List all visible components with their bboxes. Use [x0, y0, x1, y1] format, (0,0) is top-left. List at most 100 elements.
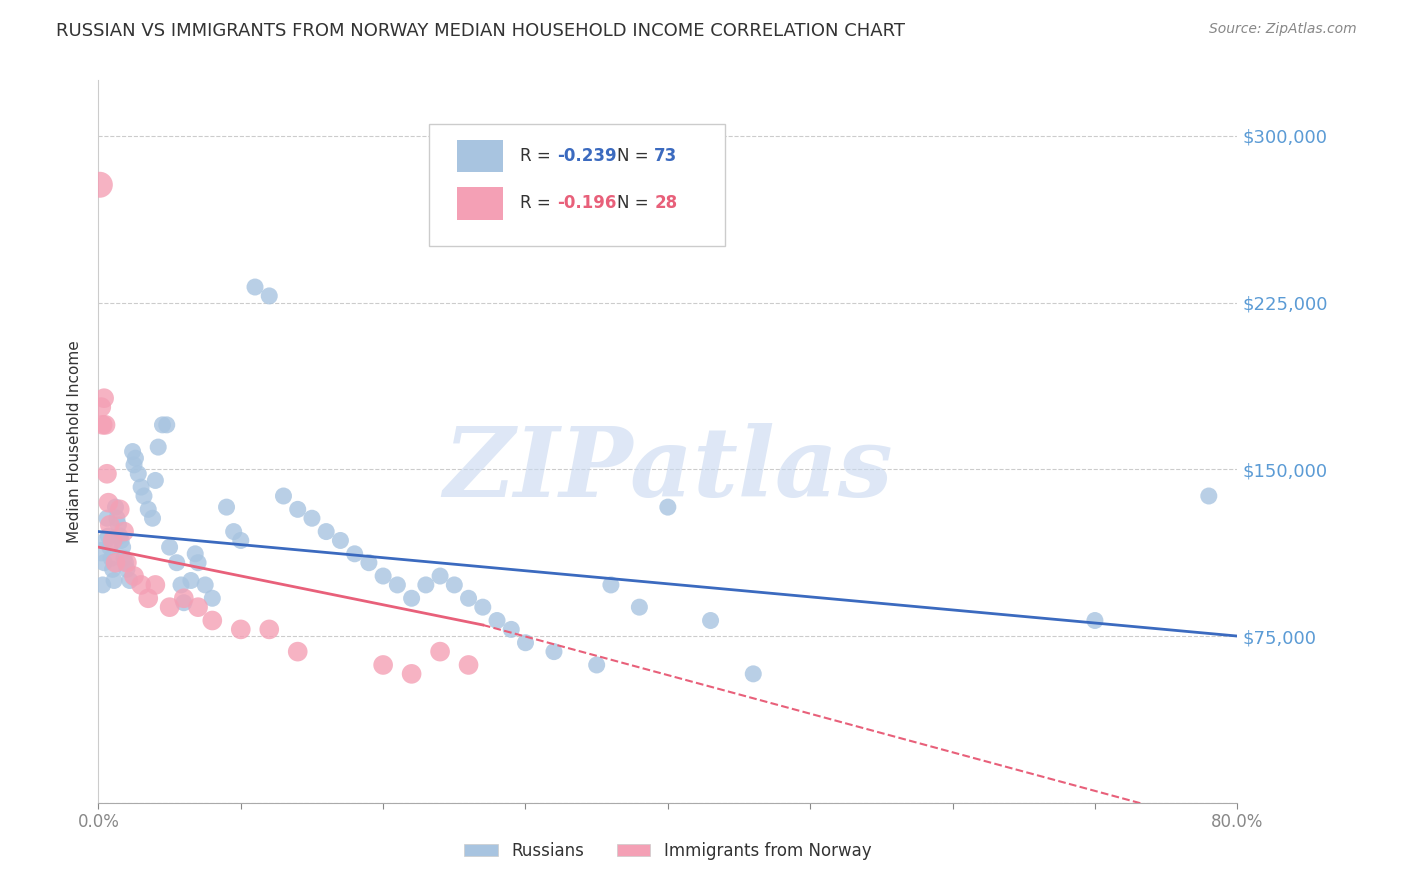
Point — [501, 623, 523, 637]
Text: -0.196: -0.196 — [557, 194, 617, 212]
FancyBboxPatch shape — [457, 187, 503, 219]
Point — [229, 533, 252, 548]
Point — [373, 657, 395, 672]
Text: N =: N = — [617, 147, 654, 165]
Point — [97, 529, 120, 543]
Point — [104, 500, 127, 515]
Point — [259, 289, 281, 303]
Point — [101, 533, 124, 548]
Point — [97, 496, 120, 510]
Point — [543, 645, 565, 659]
Point — [94, 533, 117, 548]
Point — [93, 391, 115, 405]
Point — [401, 666, 423, 681]
Point — [243, 280, 266, 294]
Legend: Russians, Immigrants from Norway: Russians, Immigrants from Norway — [457, 836, 879, 867]
Point — [187, 556, 209, 570]
Point — [1198, 489, 1220, 503]
Point — [201, 591, 224, 606]
Point — [110, 533, 132, 548]
Point — [301, 511, 323, 525]
Point — [159, 540, 181, 554]
Point — [124, 451, 146, 466]
Text: 28: 28 — [654, 194, 678, 212]
Point — [112, 551, 135, 566]
Text: 73: 73 — [654, 147, 678, 165]
Point — [699, 614, 721, 628]
Point — [121, 444, 143, 458]
FancyBboxPatch shape — [429, 124, 725, 246]
Point — [101, 562, 124, 576]
Text: ZIPatlas: ZIPatlas — [443, 424, 893, 517]
Point — [91, 578, 114, 592]
Point — [93, 556, 115, 570]
Point — [91, 417, 114, 432]
Point — [145, 474, 167, 488]
Point — [141, 511, 163, 525]
Point — [129, 578, 152, 592]
Point — [122, 458, 145, 472]
Point — [387, 578, 409, 592]
Text: R =: R = — [520, 194, 555, 212]
Point — [156, 417, 179, 432]
Point — [90, 544, 112, 558]
Point — [94, 417, 117, 432]
Point — [127, 467, 149, 481]
Point — [115, 562, 138, 576]
Point — [103, 574, 125, 588]
Point — [90, 400, 112, 414]
Point — [628, 600, 651, 615]
Text: RUSSIAN VS IMMIGRANTS FROM NORWAY MEDIAN HOUSEHOLD INCOME CORRELATION CHART: RUSSIAN VS IMMIGRANTS FROM NORWAY MEDIAN… — [56, 22, 905, 40]
Point — [457, 591, 479, 606]
Point — [184, 547, 207, 561]
Point — [585, 657, 607, 672]
Point — [287, 645, 309, 659]
Y-axis label: Median Household Income: Median Household Income — [67, 340, 83, 543]
Point — [132, 489, 155, 503]
Point — [159, 600, 181, 615]
Point — [187, 600, 209, 615]
Point — [457, 657, 479, 672]
Text: Source: ZipAtlas.com: Source: ZipAtlas.com — [1209, 22, 1357, 37]
Point — [657, 500, 679, 515]
Point — [215, 500, 238, 515]
Point — [112, 524, 135, 539]
Point — [222, 524, 245, 539]
Point — [429, 645, 451, 659]
Point — [108, 529, 131, 543]
Point — [114, 556, 136, 570]
Point — [343, 547, 366, 561]
Point — [104, 556, 127, 570]
Point — [98, 540, 121, 554]
Point — [136, 502, 159, 516]
Point — [111, 540, 134, 554]
Text: N =: N = — [617, 194, 654, 212]
Point — [486, 614, 509, 628]
Point — [401, 591, 423, 606]
Text: -0.239: -0.239 — [557, 147, 617, 165]
Point — [96, 467, 118, 481]
Point — [443, 578, 465, 592]
Point — [315, 524, 337, 539]
Point — [515, 636, 537, 650]
Point — [148, 440, 170, 454]
Point — [415, 578, 437, 592]
Point — [108, 502, 131, 516]
Point — [118, 574, 141, 588]
Point — [180, 574, 202, 588]
Point — [166, 556, 188, 570]
Point — [259, 623, 281, 637]
Point — [152, 417, 174, 432]
Point — [329, 533, 352, 548]
Point — [1084, 614, 1107, 628]
Point — [600, 578, 623, 592]
Point — [129, 480, 152, 494]
Point — [471, 600, 494, 615]
Point — [229, 623, 252, 637]
Point — [429, 569, 451, 583]
Point — [173, 591, 195, 606]
Point — [373, 569, 395, 583]
Point — [273, 489, 295, 503]
Point — [89, 178, 111, 192]
Point — [170, 578, 193, 592]
